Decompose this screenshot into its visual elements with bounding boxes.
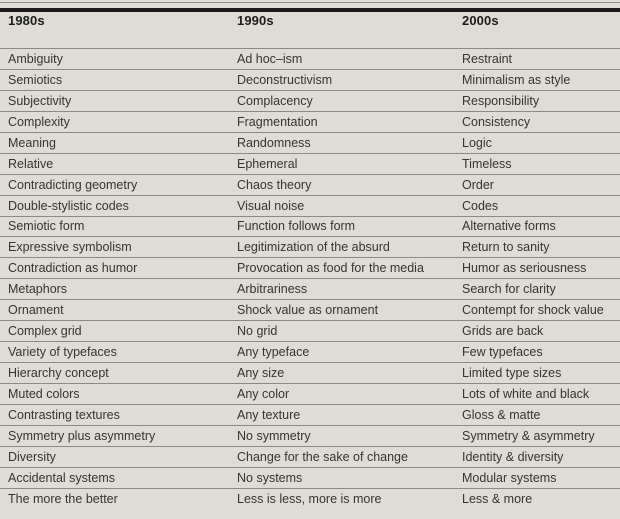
table-cell: Arbitrariness <box>237 282 308 297</box>
table-cell: Variety of typefaces <box>8 345 117 360</box>
table-cell: Shock value as ornament <box>237 303 379 318</box>
table-cell: Logic <box>462 135 492 150</box>
table-cell: Double-stylistic codes <box>8 198 129 213</box>
table-row: Symmetry plus asymmetry No symmetry Symmet… <box>0 424 620 446</box>
column-header-2000s: 2000s <box>462 13 499 28</box>
table-cell: The more the better <box>8 491 118 506</box>
table-cell: Ambiguity <box>8 51 63 66</box>
table-cell: Modular systems <box>462 470 557 485</box>
table-cell: Search for clarity <box>462 282 556 297</box>
table-cell: Contradiction as humor <box>8 261 138 276</box>
table-cell: Complexity <box>8 114 70 129</box>
table-cell: Gloss & matte <box>462 407 541 422</box>
table-cell: Any size <box>237 366 285 381</box>
table-cell: Complacency <box>237 93 313 108</box>
table-cell: Lots of white and black <box>462 386 590 401</box>
table-row: Ornament Shock value as ornament Contempt … <box>0 299 620 320</box>
table-cell: Hierarchy concept <box>8 366 109 381</box>
table-cell: Metaphors <box>8 282 68 297</box>
table-cell: Symmetry plus asymmetry <box>8 428 156 443</box>
table-cell: Visual noise <box>237 198 305 213</box>
table-cell: Contempt for shock value <box>462 303 604 318</box>
table-cell: Chaos theory <box>237 177 312 192</box>
table-row: Expressive symbolism Legitimization of th… <box>0 236 620 257</box>
table-cell: Change for the sake of change <box>237 449 408 464</box>
table-row: Complex grid No grid Grids are back <box>0 320 620 341</box>
table-cell: Contrasting textures <box>8 407 120 422</box>
table-cell: Randomness <box>237 135 311 150</box>
table-cell: Codes <box>462 198 499 213</box>
table-cell: Semiotics <box>8 72 63 87</box>
table-cell: Any texture <box>237 407 301 422</box>
table-cell: Less is less, more is more <box>237 491 382 506</box>
table-cell: No grid <box>237 324 278 339</box>
table-row: Contradiction as humor Provocation as foo… <box>0 257 620 278</box>
table-cell: Relative <box>8 156 54 171</box>
table-body: Ambiguity Ad hoc–ism Restraint Semiotics Dec… <box>0 48 620 509</box>
table-row: Accidental systems No systems Modular syst… <box>0 466 620 488</box>
table-cell: Order <box>462 177 494 192</box>
table-row: Subjectivity Complacency Responsibility <box>0 89 620 111</box>
table-row: Semiotic form Function follows form Altern… <box>0 215 620 237</box>
table-cell: Fragmentation <box>237 114 318 129</box>
table-cell: Timeless <box>462 156 512 171</box>
column-header-1990s: 1990s <box>237 13 274 28</box>
table-cell: Grids are back <box>462 324 544 339</box>
table-cell: Alternative forms <box>462 219 556 234</box>
table-cell: Return to sanity <box>462 240 550 255</box>
table-row: Variety of typefaces Any typeface Few type… <box>0 341 620 362</box>
table-header-row: 1980s 1990s 2000s <box>0 13 620 28</box>
table-row: Muted colors Any color Lots of white and b… <box>0 383 620 404</box>
table-cell: Consistency <box>462 114 531 129</box>
table-cell: Semiotic form <box>8 219 85 234</box>
table-cell: Few typefaces <box>462 345 543 360</box>
table-cell: Responsibility <box>462 93 540 108</box>
table-row: Metaphors Arbitrariness Search for clarity <box>0 278 620 299</box>
table-cell: Less & more <box>462 491 533 506</box>
table-row: Double-stylistic codes Visual noise Codes <box>0 194 620 216</box>
table-cell: Diversity <box>8 449 56 464</box>
table-cell: No systems <box>237 470 303 485</box>
table-cell: Identity & diversity <box>462 449 564 464</box>
table-cell: Provocation as food for the media <box>237 261 424 276</box>
table-row: Contradicting geometry Chaos theory Order <box>0 173 620 195</box>
table-cell: No symmetry <box>237 428 311 443</box>
table-cell: Ornament <box>8 303 64 318</box>
table-cell: Limited type sizes <box>462 366 562 381</box>
table-cell: Minimalism as style <box>462 72 571 87</box>
table-cell: Ad hoc–ism <box>237 51 303 66</box>
table-row: Semiotics Deconstructivism Minimalism as s… <box>0 68 620 90</box>
column-header-1980s: 1980s <box>8 13 45 28</box>
table-cell: Restraint <box>462 51 513 66</box>
table-cell: Subjectivity <box>8 93 72 108</box>
table-cell: Contradicting geometry <box>8 177 138 192</box>
table-row: Diversity Change for the sake of change Id… <box>0 445 620 467</box>
table-cell: Accidental systems <box>8 470 115 485</box>
table-cell: Humor as seriousness <box>462 261 587 276</box>
header-thick-rule <box>0 8 620 12</box>
table-cell: Any typeface <box>237 345 310 360</box>
table-cell: Symmetry & asymmetry <box>462 428 595 443</box>
top-hairline-rule <box>0 2 620 3</box>
table-cell: Ephemeral <box>237 156 298 171</box>
table-cell: Expressive symbolism <box>8 240 132 255</box>
table-cell: Complex grid <box>8 324 82 339</box>
table-row: Contrasting textures Any texture Gloss & m… <box>0 403 620 425</box>
table-cell: Deconstructivism <box>237 72 333 87</box>
table-row: Ambiguity Ad hoc–ism Restraint <box>0 48 620 69</box>
table-row: Relative Ephemeral Timeless <box>0 152 620 174</box>
table-cell: Meaning <box>8 135 56 150</box>
table-row: Meaning Randomness Logic <box>0 131 620 153</box>
table-row: The more the better Less is less, more is… <box>0 487 620 509</box>
table-row: Hierarchy concept Any size Limited type si… <box>0 362 620 383</box>
table-cell: Any color <box>237 386 290 401</box>
table-cell: Muted colors <box>8 386 80 401</box>
table-cell: Function follows form <box>237 219 356 234</box>
table-row: Complexity Fragmentation Consistency <box>0 110 620 132</box>
table-cell: Legitimization of the absurd <box>237 240 390 255</box>
